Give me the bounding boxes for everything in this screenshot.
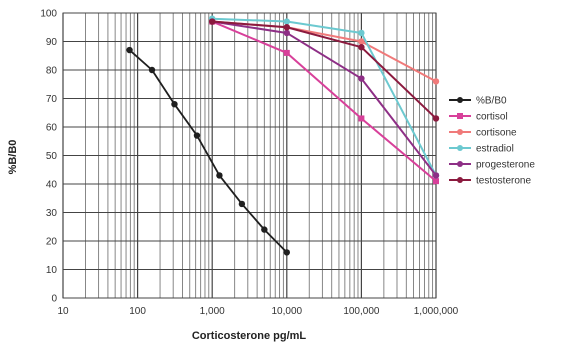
legend-label: estradiol [476, 144, 514, 155]
legend-swatch-marker [457, 161, 463, 167]
data-point [433, 78, 439, 84]
y-tick-label: 90 [46, 37, 58, 48]
y-tick-label: 60 [46, 123, 58, 134]
data-point [171, 101, 177, 107]
x-tick-label: 10 [57, 306, 69, 317]
data-point [284, 249, 290, 255]
y-tick-label: 20 [46, 237, 58, 248]
data-point [358, 44, 364, 50]
legend-label: progesterone [476, 160, 535, 171]
x-tick-label: 1,000 [200, 306, 225, 317]
legend-label: testosterone [476, 176, 531, 187]
data-point [358, 30, 364, 36]
x-tick-label: 100 [129, 306, 146, 317]
x-tick-label: 10,000 [272, 306, 303, 317]
data-point [149, 67, 155, 73]
data-point [433, 178, 439, 184]
legend-label: %B/B0 [476, 96, 507, 107]
legend-swatch-marker [457, 97, 463, 103]
legend-label: cortisone [476, 128, 517, 139]
legend-swatch-marker [457, 145, 463, 151]
y-axis-title: %B/B0 [7, 140, 19, 175]
x-tick-label: 1,000,000 [414, 306, 459, 317]
data-point [194, 132, 200, 138]
data-point [216, 172, 222, 178]
data-point [261, 226, 267, 232]
legend-label: cortisol [476, 112, 508, 123]
data-point [209, 18, 215, 24]
x-axis-title: Corticosterone pg/mL [192, 330, 307, 342]
data-point [284, 30, 290, 36]
y-tick-label: 10 [46, 265, 58, 276]
x-tick-label: 100,000 [343, 306, 380, 317]
y-tick-label: 70 [46, 94, 58, 105]
y-tick-label: 30 [46, 208, 58, 219]
data-point [433, 172, 439, 178]
data-point [284, 18, 290, 24]
legend-swatch-marker [457, 177, 463, 183]
data-point [284, 24, 290, 30]
y-tick-label: 50 [46, 151, 58, 162]
data-point [433, 115, 439, 121]
y-tick-label: 40 [46, 180, 58, 191]
data-point [239, 201, 245, 207]
legend-swatch-marker [457, 113, 463, 119]
y-tick-label: 0 [51, 294, 57, 305]
y-tick-label: 80 [46, 66, 58, 77]
data-point [284, 50, 290, 56]
data-point [358, 75, 364, 81]
data-point [126, 47, 132, 53]
data-point [358, 115, 364, 121]
y-tick-label: 100 [40, 9, 57, 20]
legend: %B/B0 cortisol cortisone estradiol progester… [445, 88, 555, 200]
legend-swatch-marker [457, 129, 463, 135]
